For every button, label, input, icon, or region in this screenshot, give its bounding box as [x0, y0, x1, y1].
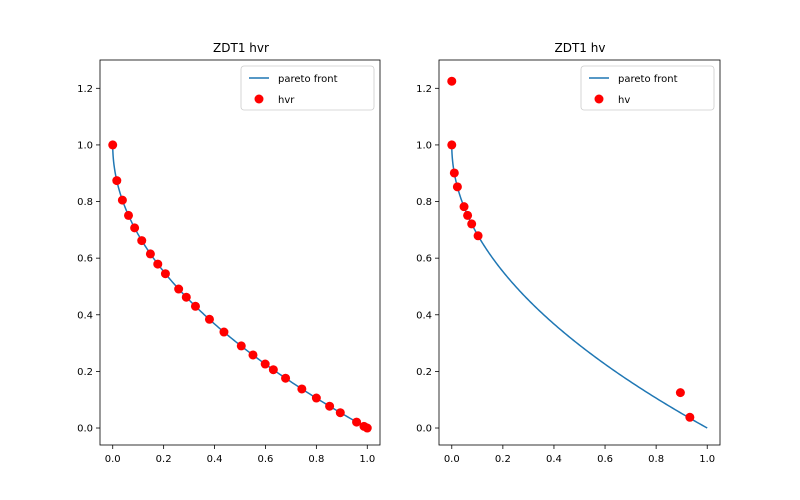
- x-tick-label: 0.0: [105, 454, 121, 465]
- data-point: [117, 195, 127, 205]
- x-tick-label: 1.0: [359, 454, 375, 465]
- legend-entry-label: pareto front: [618, 74, 678, 85]
- data-point: [153, 259, 163, 269]
- data-point: [459, 202, 469, 212]
- data-point: [108, 140, 118, 150]
- data-point: [452, 182, 462, 192]
- legend-entry-label: pareto front: [278, 74, 338, 85]
- data-point: [160, 269, 170, 279]
- data-point: [281, 373, 291, 383]
- data-point: [181, 292, 191, 302]
- chart-title: ZDT1 hv: [555, 41, 606, 55]
- y-tick-label: 0.0: [416, 424, 432, 435]
- x-tick-label: 0.6: [258, 454, 274, 465]
- x-tick-label: 0.6: [597, 454, 613, 465]
- data-point: [447, 76, 457, 86]
- legend-entry-label: hvr: [278, 95, 295, 106]
- data-point: [174, 284, 184, 294]
- y-tick-label: 1.2: [77, 84, 93, 95]
- chart-zdt1-hvr: ZDT1 hvr 0.0 0.2 0.4 0.6 0.8 1.0 0.0 0.2 0.4 0.6 0…: [77, 41, 381, 465]
- data-point: [675, 388, 685, 398]
- data-point: [248, 350, 258, 360]
- data-point: [297, 384, 307, 394]
- y-tick-label: 1.0: [416, 140, 432, 151]
- y-tick-label: 0.6: [77, 254, 93, 265]
- x-tick-label: 1.0: [699, 454, 715, 465]
- y-tick-label: 0.4: [77, 310, 93, 321]
- data-point: [190, 301, 200, 311]
- chart-zdt1-hv: ZDT1 hv 0.0 0.2 0.4 0.6 0.8 1.0 0.0 0.2 0.4 0.6 0.…: [416, 41, 721, 465]
- legend-marker-swatch: [254, 94, 264, 104]
- data-point: [685, 412, 695, 422]
- y-tick-label: 0.8: [416, 197, 432, 208]
- series-line-pareto-front: [451, 144, 708, 429]
- y-tick-label: 0.2: [77, 367, 93, 378]
- x-tick-label: 0.0: [444, 454, 460, 465]
- data-point: [145, 249, 155, 259]
- data-point: [112, 176, 122, 186]
- data-point: [362, 423, 372, 433]
- data-point: [236, 341, 246, 351]
- data-point: [137, 236, 147, 246]
- x-tick-label: 0.4: [546, 454, 562, 465]
- data-point: [260, 359, 270, 369]
- data-point: [124, 210, 134, 220]
- data-point: [325, 401, 335, 411]
- data-point: [352, 417, 362, 427]
- x-tick-label: 0.2: [156, 454, 172, 465]
- data-point: [467, 219, 477, 229]
- chart-title: ZDT1 hvr: [213, 41, 269, 55]
- legend-box: [240, 65, 375, 111]
- y-tick-label: 0.4: [416, 310, 432, 321]
- y-tick-label: 0.0: [77, 424, 93, 435]
- data-point: [463, 210, 473, 220]
- data-point: [449, 168, 459, 178]
- data-point: [204, 314, 214, 324]
- x-tick-label: 0.4: [207, 454, 223, 465]
- y-tick-label: 0.6: [416, 254, 432, 265]
- data-point: [130, 223, 140, 233]
- x-tick-label: 0.8: [308, 454, 324, 465]
- y-tick-label: 1.2: [416, 84, 432, 95]
- data-point: [447, 140, 457, 150]
- y-tick-label: 1.0: [77, 140, 93, 151]
- x-tick-label: 0.8: [648, 454, 664, 465]
- y-tick-label: 0.2: [416, 367, 432, 378]
- y-tick-label: 0.8: [77, 197, 93, 208]
- data-point: [473, 231, 483, 241]
- data-point: [311, 393, 321, 403]
- data-point: [335, 408, 345, 418]
- data-point: [219, 327, 229, 337]
- legend-marker-swatch: [594, 94, 604, 104]
- legend-box: [580, 65, 715, 111]
- data-point: [268, 365, 278, 375]
- legend-entry-label: hv: [618, 95, 630, 106]
- axes-frame: [438, 59, 721, 446]
- x-tick-label: 0.2: [495, 454, 511, 465]
- axes-frame: [99, 59, 381, 446]
